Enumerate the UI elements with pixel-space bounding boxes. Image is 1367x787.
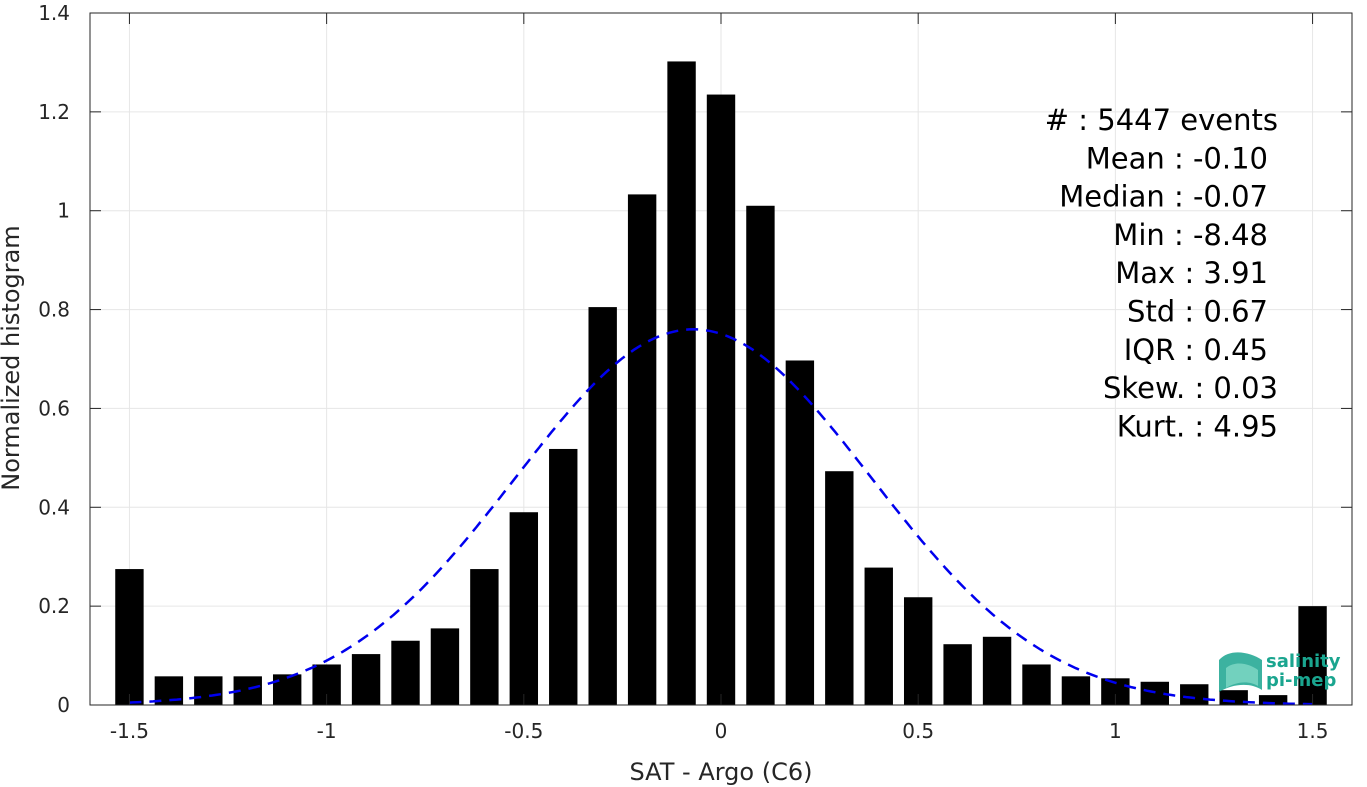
salinity-pi-mep-logo: salinity pi-mep [1219,651,1341,692]
histogram-bar [194,676,223,705]
histogram-bar [785,360,815,705]
stat-line: Std : 0.67 [1127,295,1268,329]
stat-line: IQR : 0.45 [1124,333,1268,367]
x-tick-label: 1.5 [1297,719,1329,743]
y-tick-label: 0.2 [38,594,70,618]
x-tick-labels: -1.5 -1 -0.5 0 0.5 1 1.5 [110,719,1329,743]
histogram-bar [627,194,657,705]
stat-line: Kurt. : 4.95 [1117,409,1278,443]
histogram-bar [864,567,893,705]
histogram-bar [1022,664,1051,705]
histogram-bar [470,569,499,705]
y-axis-label: Normalized histogram [0,225,25,490]
logo-line-1: salinity [1266,651,1341,672]
stat-line: Mean : -0.10 [1086,141,1268,175]
histogram-bar [667,61,696,705]
histogram-bar [115,569,144,705]
histogram-bar [1061,676,1091,705]
y-tick-label: 0.6 [38,396,70,420]
x-tick-label: -1.5 [110,719,149,743]
histogram-bar [549,448,578,705]
y-tick-label: 1.2 [38,100,70,124]
histogram-bar [943,644,972,705]
histogram-bar [351,654,381,705]
stat-line: Median : -0.07 [1059,180,1268,214]
histogram-bar [746,205,775,705]
histogram-bar [1298,606,1327,705]
histogram-bar [706,94,736,706]
x-axis-label: SAT - Argo (C6) [630,758,813,786]
histogram-bar [391,640,420,705]
histogram-bar [1180,684,1209,705]
histogram-bar [903,597,933,705]
histogram-bar [430,628,460,705]
statistics-box: # : 5447 events Mean : -0.10 Median : -0.0… [1045,103,1278,443]
logo-wave-icon-light [1226,663,1258,688]
y-tick-label: 0 [57,693,70,717]
histogram-bar [588,307,617,705]
x-tick-label: 0.5 [902,719,934,743]
logo-line-2: pi-mep [1266,670,1336,691]
histogram-bar [982,636,1012,705]
x-tick-label: -1 [317,719,337,743]
x-tick-label: -0.5 [504,719,543,743]
stat-line: # : 5447 events [1045,103,1278,137]
stat-line: Max : 3.91 [1115,256,1268,290]
y-tick-label: 0.4 [38,495,70,519]
axis-ticks [90,12,1352,706]
y-tick-label: 0.8 [38,298,70,322]
y-tick-label: 1.4 [38,1,70,25]
stat-line: Min : -8.48 [1113,218,1268,252]
x-tick-label: 0 [715,719,728,743]
stat-line: Skew. : 0.03 [1103,371,1278,405]
histogram-bar [825,471,854,705]
histogram-bar [272,674,302,705]
histogram-bar [1258,695,1288,705]
histogram-bar [509,512,539,705]
gaussian-fit-curve [129,328,1313,706]
y-tick-labels: 0 0.2 0.4 0.6 0.8 1 1.2 1.4 [38,1,70,717]
y-tick-label: 1 [57,199,70,223]
x-tick-label: 1 [1109,719,1122,743]
histogram-bars [115,61,1327,706]
